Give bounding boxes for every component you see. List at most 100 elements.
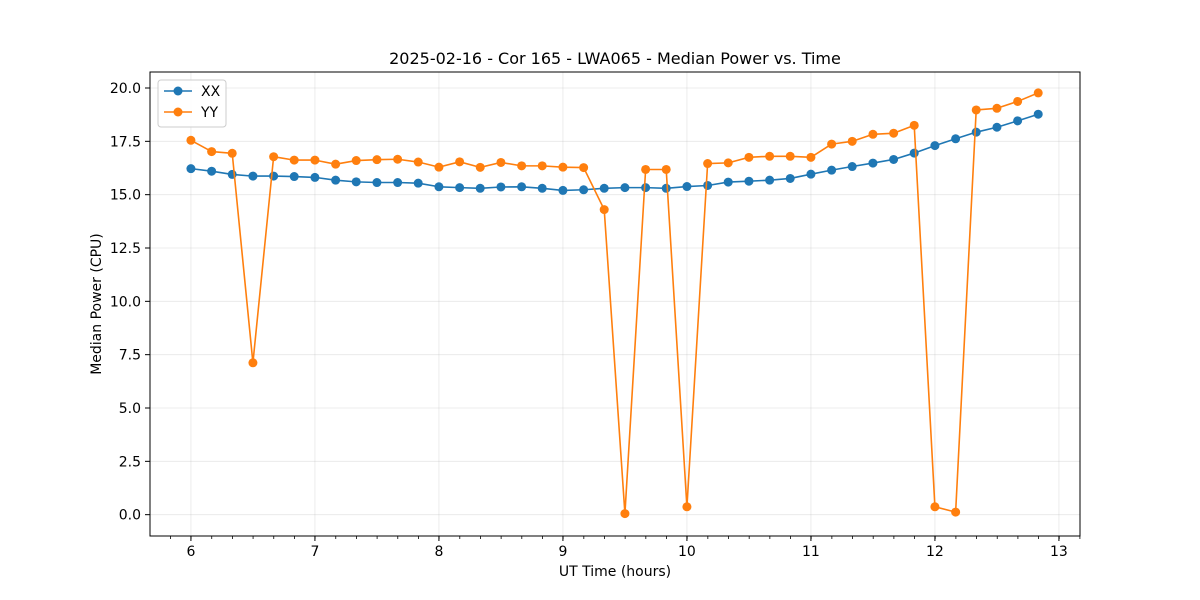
legend-label-xx: XX <box>201 84 221 100</box>
data-point-yy <box>641 164 651 174</box>
data-point-yy <box>434 162 444 172</box>
data-point-yy <box>351 156 361 166</box>
legend-marker-xx <box>173 86 183 96</box>
data-point-xx <box>971 127 981 137</box>
x-axis-label: UT Time (hours) <box>559 564 671 580</box>
data-point-yy <box>599 205 609 215</box>
data-point-xx <box>703 180 713 190</box>
y-tick-label: 17.5 <box>110 134 141 150</box>
data-point-xx <box>455 183 465 193</box>
data-point-xx <box>207 166 217 176</box>
data-point-xx <box>765 175 775 185</box>
y-tick-label: 15.0 <box>110 188 141 204</box>
data-point-xx <box>930 141 940 151</box>
data-point-xx <box>289 172 299 182</box>
data-point-xx <box>847 162 857 172</box>
x-tick-label: 6 <box>186 544 195 560</box>
data-point-xx <box>393 178 403 188</box>
y-tick-label: 5.0 <box>119 401 141 417</box>
x-tick-label: 8 <box>434 544 443 560</box>
legend: XX YY <box>157 79 227 128</box>
data-point-xx <box>951 134 961 144</box>
data-point-yy <box>475 162 485 172</box>
data-point-xx <box>641 183 651 193</box>
data-point-xx <box>620 183 630 193</box>
data-point-xx <box>269 171 279 181</box>
y-tick-label: 12.5 <box>110 241 141 257</box>
grid <box>150 72 1080 536</box>
data-point-xx <box>496 182 506 192</box>
y-axis-label: Median Power (CPU) <box>89 233 105 375</box>
data-point-yy <box>517 161 527 171</box>
y-tick-label: 0.0 <box>119 508 141 524</box>
data-point-yy <box>744 152 754 162</box>
data-point-xx <box>372 178 382 188</box>
data-point-xx <box>785 173 795 183</box>
data-point-yy <box>310 155 320 165</box>
data-point-yy <box>393 154 403 164</box>
data-point-xx <box>806 169 816 179</box>
data-point-xx <box>723 177 733 187</box>
data-point-yy <box>827 139 837 149</box>
data-point-yy <box>269 152 279 162</box>
x-tick-label: 7 <box>310 544 319 560</box>
data-point-xx <box>579 185 589 195</box>
data-point-yy <box>785 151 795 161</box>
data-point-yy <box>248 358 258 368</box>
data-point-xx <box>744 176 754 186</box>
plot-frame <box>149 71 1081 537</box>
data-point-xx <box>909 148 919 158</box>
data-point-yy <box>227 148 237 158</box>
data-point-yy <box>889 128 899 138</box>
x-tick-label: 11 <box>802 544 820 560</box>
data-point-xx <box>537 183 547 193</box>
data-point-xx <box>310 172 320 182</box>
data-point-yy <box>806 152 816 162</box>
x-tick-label: 13 <box>1050 544 1068 560</box>
data-point-yy <box>186 135 196 145</box>
data-point-yy <box>537 161 547 171</box>
data-point-xx <box>413 178 423 188</box>
data-point-xx <box>827 165 837 175</box>
data-point-xx <box>331 175 341 185</box>
data-point-xx <box>868 158 878 168</box>
data-point-yy <box>930 502 940 512</box>
data-point-xx <box>599 183 609 193</box>
data-point-xx <box>186 164 196 174</box>
chart-title: 2025-02-16 - Cor 165 - LWA065 - Median P… <box>389 49 841 68</box>
data-point-xx <box>475 183 485 193</box>
data-point-xx <box>1013 116 1023 126</box>
legend-marker-yy <box>173 107 183 117</box>
data-point-yy <box>207 147 217 157</box>
x-tick-label: 9 <box>558 544 567 560</box>
data-point-xx <box>558 185 568 195</box>
data-point-xx <box>1033 109 1043 119</box>
data-point-yy <box>868 129 878 139</box>
data-point-yy <box>558 162 568 172</box>
data-point-yy <box>765 151 775 161</box>
x-tick-label: 10 <box>678 544 696 560</box>
data-point-yy <box>909 120 919 130</box>
data-point-yy <box>723 158 733 168</box>
data-point-yy <box>971 105 981 115</box>
data-point-xx <box>517 182 527 192</box>
data-point-yy <box>289 155 299 165</box>
data-point-xx <box>682 182 692 192</box>
data-point-yy <box>372 155 382 165</box>
y-tick-label: 10.0 <box>110 294 141 310</box>
data-point-yy <box>951 507 961 517</box>
data-point-xx <box>248 171 258 181</box>
data-point-yy <box>847 136 857 146</box>
legend-label-yy: YY <box>200 105 219 121</box>
data-point-yy <box>661 164 671 174</box>
data-point-yy <box>579 163 589 173</box>
data-point-yy <box>1033 88 1043 98</box>
data-point-yy <box>992 103 1002 113</box>
data-point-yy <box>703 159 713 169</box>
y-tick-label: 7.5 <box>119 348 141 364</box>
data-point-yy <box>1013 96 1023 106</box>
data-point-yy <box>455 157 465 167</box>
y-tick-label: 20.0 <box>110 81 141 97</box>
